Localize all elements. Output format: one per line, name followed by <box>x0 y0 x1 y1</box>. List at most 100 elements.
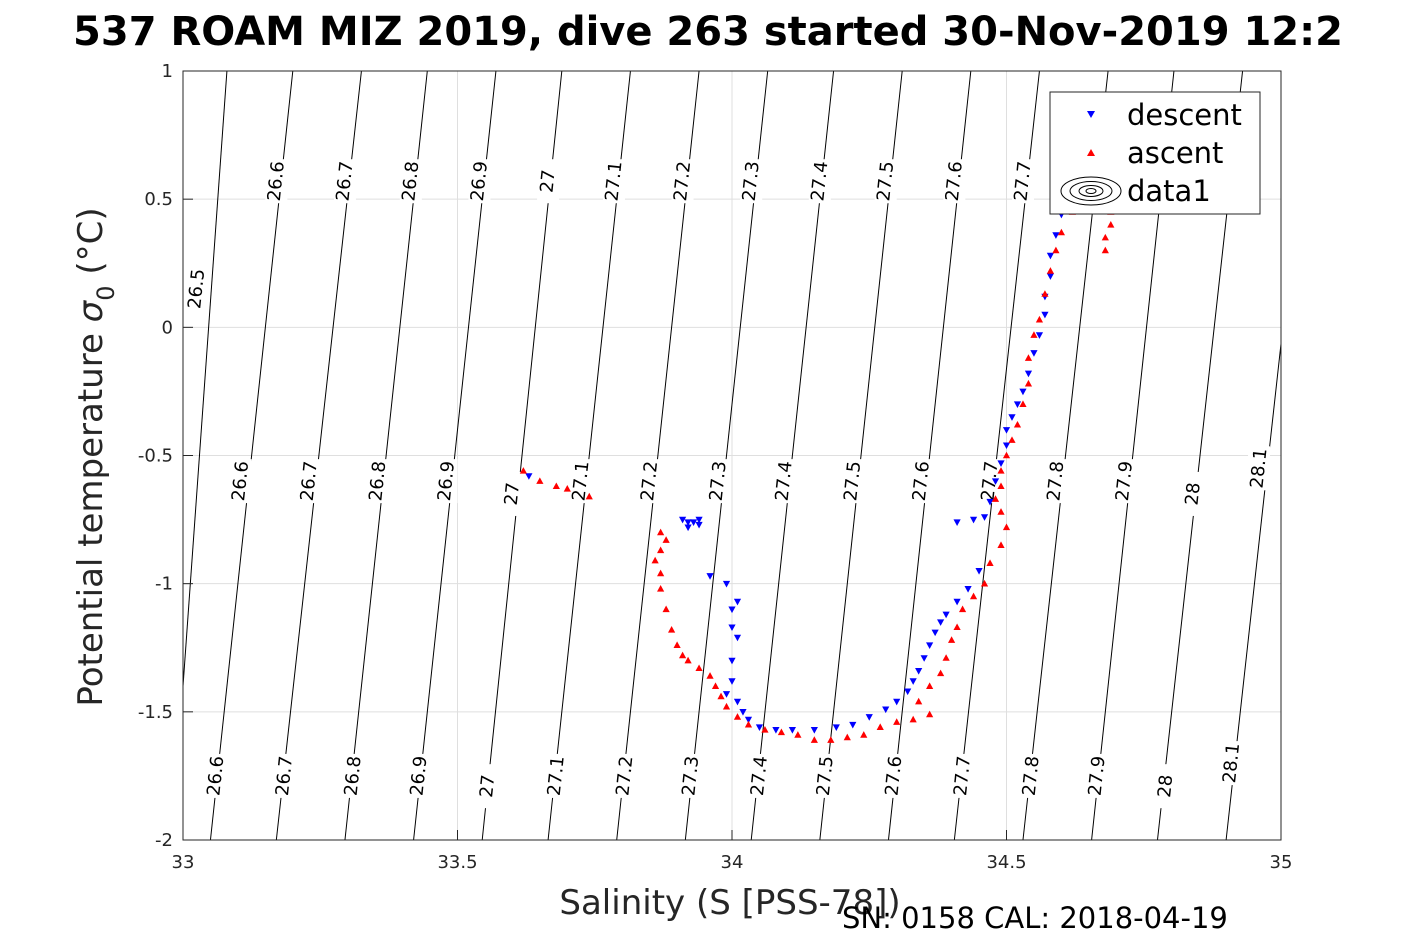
contour-label-mask <box>740 159 763 204</box>
ascent-point <box>1024 379 1033 387</box>
contour-label-mask <box>613 753 636 798</box>
contour-label-mask <box>910 459 933 504</box>
contour-label-mask <box>1248 446 1271 491</box>
legend-descent-marker <box>1087 111 1095 118</box>
descent-point <box>722 691 731 698</box>
descent-point <box>739 709 747 716</box>
descent-point <box>1002 442 1011 450</box>
ascent-point <box>684 656 692 664</box>
ascent-point <box>657 569 665 577</box>
contour-label: 26.7 <box>332 160 357 202</box>
x-tick-label: 33.5 <box>437 852 477 873</box>
contour-label-mask <box>342 753 365 798</box>
y-axis-label-subscript: 0 <box>92 285 120 300</box>
descent-point <box>695 521 703 529</box>
contour-label: 27.8 <box>1019 755 1044 797</box>
contour-label-mask <box>570 459 593 504</box>
descent-point <box>1030 350 1038 357</box>
contour-label: 27.7 <box>1010 160 1035 202</box>
contour-label-mask <box>476 764 499 809</box>
contour-label: 27.2 <box>612 755 637 797</box>
ascent-point <box>876 723 884 731</box>
contour-label: 27.5 <box>873 160 898 202</box>
legend-box <box>1049 91 1261 215</box>
ascent-point <box>980 579 989 587</box>
contour-label-mask <box>545 753 568 798</box>
y-tick-label: -1 <box>155 574 173 595</box>
ascent-point <box>997 508 1005 515</box>
y-axis-label-unit: (°C) <box>71 207 111 285</box>
descent-point <box>733 698 742 706</box>
x-axis-label: Salinity (S [PSS-78]) <box>559 883 900 923</box>
contour-label: 27 <box>476 774 499 799</box>
ascent-point <box>706 672 714 679</box>
contour-label: 27.4 <box>807 160 832 202</box>
contour-label-mask <box>808 159 831 204</box>
contour-label-mask <box>185 266 208 311</box>
ascent-point <box>997 467 1005 474</box>
ascent-point <box>915 697 923 705</box>
contour-label-mask <box>707 459 730 504</box>
descent-point <box>733 598 742 606</box>
descent-point <box>728 606 736 614</box>
descent-point <box>882 706 890 714</box>
descent-point <box>926 642 934 649</box>
ascent-point <box>926 682 934 689</box>
descent-point <box>1019 388 1027 396</box>
contour-label-mask <box>979 459 1002 504</box>
ascent-point <box>926 710 934 718</box>
contour-label-mask <box>1020 753 1043 798</box>
contour-label: 27.3 <box>706 460 731 502</box>
ascent-point <box>843 733 851 741</box>
y-tick-label: -2 <box>155 830 173 851</box>
contour-label-mask <box>1011 159 1034 204</box>
y-axis-label-main: Potential temperature <box>71 322 111 706</box>
descent-point <box>810 726 818 734</box>
descent-point <box>728 678 736 685</box>
contour-label: 28.1 <box>1219 742 1244 784</box>
contour-label: 27.8 <box>1043 460 1068 502</box>
descent-point <box>706 573 714 580</box>
ascent-point <box>711 682 720 689</box>
descent-point <box>975 568 983 575</box>
contour-label: 27.1 <box>544 755 569 797</box>
y-tick-label: 1 <box>162 61 173 82</box>
ascent-point <box>893 718 901 725</box>
descent-point <box>986 498 994 506</box>
ascent-point <box>1002 451 1011 459</box>
contour-label-mask <box>1182 471 1205 516</box>
descent-point <box>689 519 698 526</box>
contour-label: 27.1 <box>601 160 626 202</box>
descent-point <box>920 655 928 662</box>
descent-point <box>788 726 796 734</box>
legend-descent-label: descent <box>1127 98 1242 132</box>
contour-label: 26.7 <box>272 755 297 797</box>
descent-point <box>865 714 873 721</box>
descent-point <box>733 634 742 642</box>
ascent-point <box>1002 523 1011 531</box>
contour-label: 27 <box>536 169 559 194</box>
x-tick-label: 34.5 <box>986 852 1026 873</box>
descent-point <box>953 519 961 526</box>
descent-point <box>931 629 939 637</box>
y-axis-label-sigma: σ <box>71 299 111 322</box>
legend-ascent-marker <box>1087 149 1095 156</box>
serial-calibration-footer: SN: 0158 CAL: 2018-04-19 <box>842 901 1228 935</box>
ascent-point <box>678 651 687 659</box>
descent-point <box>1041 311 1049 319</box>
descent-point <box>915 668 923 675</box>
descent-point <box>980 514 989 521</box>
contour-label-mask <box>229 459 252 504</box>
descent-point <box>964 585 972 593</box>
ascent-point <box>1041 290 1049 297</box>
ascent-point <box>827 736 835 743</box>
contour-label: 26.7 <box>297 460 322 502</box>
ascent-point <box>1101 233 1109 241</box>
descent-point <box>893 698 901 706</box>
contour-label-mask <box>748 753 771 798</box>
ascent-point <box>673 641 681 648</box>
descent-point <box>755 724 764 732</box>
contour-label-mask <box>468 159 491 204</box>
ascent-point <box>519 467 527 474</box>
